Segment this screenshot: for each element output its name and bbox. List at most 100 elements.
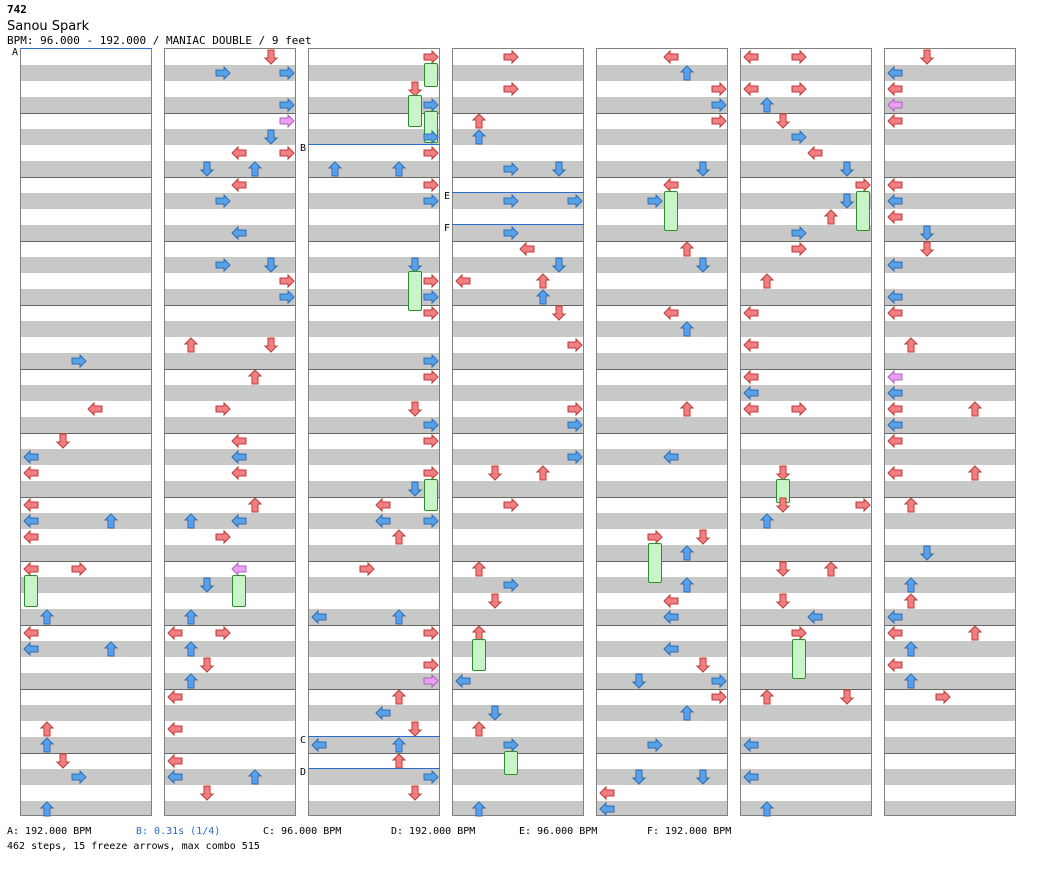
left-arrow-icon bbox=[23, 561, 39, 577]
up-arrow-icon bbox=[263, 257, 279, 273]
measure-line bbox=[597, 241, 727, 242]
measure-line bbox=[597, 433, 727, 434]
left-arrow-icon bbox=[231, 177, 247, 193]
up-arrow-icon bbox=[199, 785, 215, 801]
chart-id: 742 bbox=[7, 3, 27, 16]
down-arrow-icon bbox=[391, 529, 407, 545]
up-arrow-icon bbox=[551, 305, 567, 321]
right-arrow-icon bbox=[567, 449, 583, 465]
down-arrow-icon bbox=[39, 609, 55, 625]
measure-line bbox=[309, 433, 439, 434]
freeze-arrow bbox=[664, 191, 678, 231]
freeze-arrow bbox=[408, 271, 422, 311]
measure-line bbox=[741, 369, 871, 370]
right-arrow-icon bbox=[503, 497, 519, 513]
measure-line bbox=[309, 369, 439, 370]
bpm-marker-label: C bbox=[300, 735, 307, 746]
right-arrow-icon bbox=[711, 689, 727, 705]
down-arrow-icon bbox=[903, 673, 919, 689]
measure-line bbox=[165, 241, 295, 242]
freeze-arrow bbox=[472, 639, 486, 671]
up-arrow-icon bbox=[839, 689, 855, 705]
down-arrow-icon bbox=[391, 737, 407, 753]
right-arrow-icon bbox=[503, 577, 519, 593]
measure-line bbox=[885, 177, 1015, 178]
up-arrow-icon bbox=[839, 193, 855, 209]
left-arrow-icon bbox=[23, 625, 39, 641]
up-arrow-icon bbox=[695, 769, 711, 785]
measure-line bbox=[165, 177, 295, 178]
left-arrow-icon bbox=[455, 673, 471, 689]
measure-line bbox=[453, 369, 583, 370]
down-arrow-icon bbox=[471, 113, 487, 129]
down-arrow-icon bbox=[471, 129, 487, 145]
down-arrow-icon bbox=[103, 641, 119, 657]
left-arrow-icon bbox=[743, 49, 759, 65]
measure-line bbox=[885, 433, 1015, 434]
left-arrow-icon bbox=[599, 801, 615, 817]
measure-line bbox=[165, 625, 295, 626]
down-arrow-icon bbox=[903, 577, 919, 593]
right-arrow-icon bbox=[855, 177, 871, 193]
down-arrow-icon bbox=[327, 161, 343, 177]
left-arrow-icon bbox=[887, 369, 903, 385]
left-arrow-icon bbox=[743, 305, 759, 321]
down-arrow-icon bbox=[535, 273, 551, 289]
right-arrow-icon bbox=[279, 97, 295, 113]
left-arrow-icon bbox=[311, 737, 327, 753]
measure-line bbox=[885, 113, 1015, 114]
left-arrow-icon bbox=[455, 273, 471, 289]
up-arrow-icon bbox=[775, 113, 791, 129]
left-arrow-icon bbox=[663, 177, 679, 193]
right-arrow-icon bbox=[423, 305, 439, 321]
left-arrow-icon bbox=[743, 81, 759, 97]
measure-line bbox=[597, 689, 727, 690]
measure-line bbox=[21, 561, 151, 562]
bpm-marker-label: D bbox=[300, 767, 307, 778]
left-arrow-icon bbox=[663, 305, 679, 321]
right-arrow-icon bbox=[423, 145, 439, 161]
down-arrow-icon bbox=[903, 497, 919, 513]
right-arrow-icon bbox=[855, 497, 871, 513]
legend-item: C: 96.000 BPM bbox=[263, 826, 342, 837]
left-arrow-icon bbox=[887, 177, 903, 193]
right-arrow-icon bbox=[215, 625, 231, 641]
up-arrow-icon bbox=[199, 577, 215, 593]
measure-line bbox=[21, 625, 151, 626]
right-arrow-icon bbox=[423, 625, 439, 641]
freeze-arrow bbox=[408, 95, 422, 127]
left-arrow-icon bbox=[743, 369, 759, 385]
left-arrow-icon bbox=[663, 49, 679, 65]
freeze-arrow bbox=[424, 63, 438, 87]
measure-line bbox=[21, 113, 151, 114]
measure-line bbox=[165, 497, 295, 498]
up-arrow-icon bbox=[487, 465, 503, 481]
measure-line bbox=[597, 625, 727, 626]
measure-line bbox=[309, 177, 439, 178]
bpm-marker-line bbox=[452, 224, 584, 225]
right-arrow-icon bbox=[279, 289, 295, 305]
measure-line bbox=[21, 433, 151, 434]
down-arrow-icon bbox=[823, 209, 839, 225]
up-arrow-icon bbox=[407, 481, 423, 497]
measure-line bbox=[741, 241, 871, 242]
chart-summary: 462 steps, 15 freeze arrows, max combo 5… bbox=[7, 841, 260, 852]
left-arrow-icon bbox=[167, 753, 183, 769]
down-arrow-icon bbox=[247, 161, 263, 177]
measure-line bbox=[885, 753, 1015, 754]
freeze-arrow bbox=[648, 543, 662, 583]
measure-line bbox=[165, 433, 295, 434]
measure-line bbox=[21, 177, 151, 178]
down-arrow-icon bbox=[183, 641, 199, 657]
right-arrow-icon bbox=[359, 561, 375, 577]
right-arrow-icon bbox=[711, 97, 727, 113]
right-arrow-icon bbox=[423, 129, 439, 145]
up-arrow-icon bbox=[407, 257, 423, 273]
down-arrow-icon bbox=[967, 625, 983, 641]
down-arrow-icon bbox=[679, 401, 695, 417]
measure-line bbox=[309, 625, 439, 626]
left-arrow-icon bbox=[167, 625, 183, 641]
down-arrow-icon bbox=[183, 609, 199, 625]
measure-line bbox=[165, 369, 295, 370]
up-arrow-icon bbox=[407, 81, 423, 97]
